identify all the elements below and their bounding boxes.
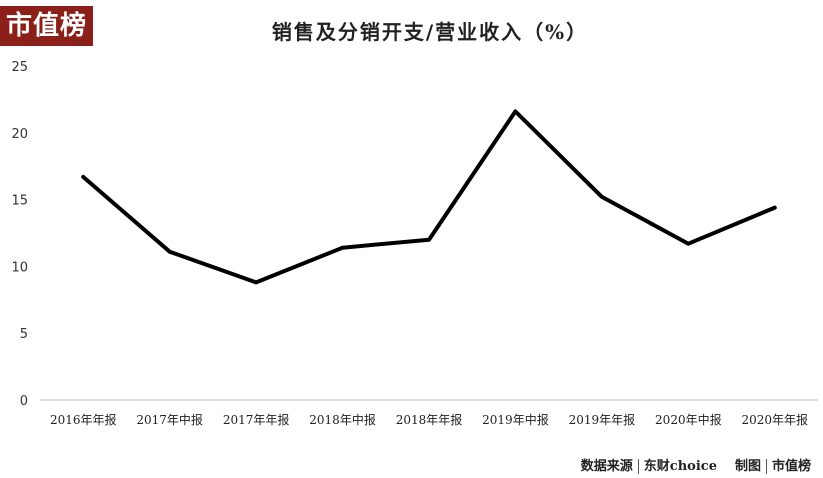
series-group [81, 109, 777, 285]
y-tick-label: 5 [20, 327, 28, 342]
source-footer: 数据来源 东财choice 制图 市值榜 [581, 455, 811, 474]
made-by-label: 制图 [734, 459, 761, 474]
series-line [81, 109, 777, 285]
x-tick-label: 2018年年报 [396, 412, 463, 427]
x-tick-label: 2017年年报 [223, 412, 290, 427]
made-by: 市值榜 [771, 459, 811, 474]
x-tick-label: 2016年年报 [50, 412, 117, 427]
made-by-separator [765, 459, 767, 474]
y-tick-label: 10 [11, 260, 28, 275]
x-axis: 2016年年报 2017年中报 2017年年报 2018年中报 2018年年报 2019年… [40, 399, 818, 427]
source-provider: 东财choice [643, 459, 717, 474]
x-tick-label: 2020年年报 [742, 412, 809, 427]
x-tick-label: 2020年中报 [655, 412, 722, 427]
chart-title: 销售及分销开支/营业收入（%） [271, 20, 589, 44]
y-tick-label: 20 [11, 127, 28, 142]
y-tick-label: 25 [11, 60, 28, 75]
x-tick-label: 2019年年报 [569, 412, 636, 427]
source-separator [637, 459, 639, 474]
y-tick-label: 15 [11, 194, 28, 209]
source-label: 数据来源 [580, 459, 633, 474]
y-tick-label: 0 [20, 394, 28, 409]
x-tick-label: 2019年中报 [482, 412, 549, 427]
x-tick-label: 2018年中报 [309, 412, 376, 427]
y-axis: 0 5 10 15 20 25 [11, 60, 28, 409]
logo: 市值榜 [0, 6, 93, 46]
x-tick-label: 2017年中报 [136, 412, 203, 427]
